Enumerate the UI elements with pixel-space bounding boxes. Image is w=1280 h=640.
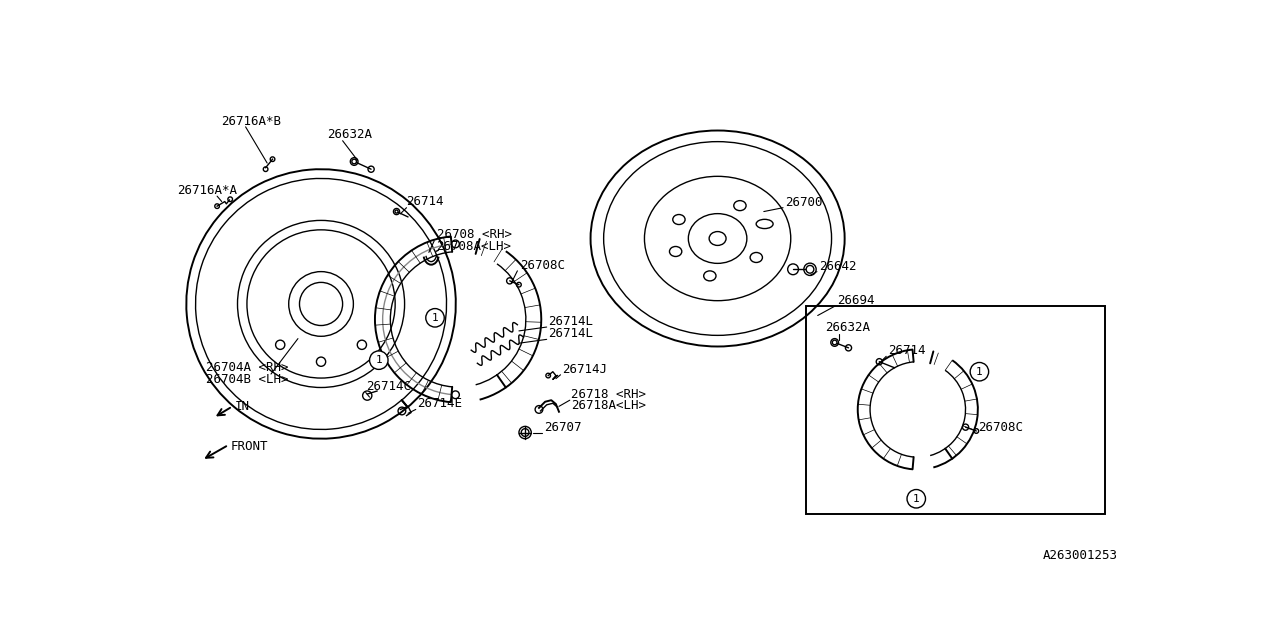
Text: 26714E: 26714E	[417, 397, 462, 410]
Text: 26708C: 26708C	[520, 259, 564, 272]
Text: 26632A: 26632A	[328, 128, 372, 141]
Text: 26694: 26694	[837, 294, 874, 307]
Text: 1: 1	[977, 367, 983, 377]
Text: 1: 1	[431, 313, 438, 323]
Text: 26714C: 26714C	[366, 380, 411, 393]
Text: 1: 1	[913, 494, 919, 504]
Text: 26714: 26714	[407, 195, 444, 208]
Circle shape	[908, 490, 925, 508]
Text: A263001253: A263001253	[1043, 549, 1117, 563]
Circle shape	[426, 308, 444, 327]
Text: 26716A*A: 26716A*A	[177, 184, 237, 197]
Text: 26708C: 26708C	[978, 420, 1023, 434]
Text: 26718A<LH>: 26718A<LH>	[571, 399, 646, 412]
Text: 26707: 26707	[544, 421, 582, 435]
Text: 26632A: 26632A	[826, 321, 870, 334]
Text: 26714L: 26714L	[548, 315, 593, 328]
Text: 26700: 26700	[786, 196, 823, 209]
Bar	[806, 307, 1105, 514]
Text: 26704B <LH>: 26704B <LH>	[206, 373, 288, 386]
Circle shape	[370, 351, 388, 369]
Text: 1: 1	[375, 355, 383, 365]
Text: 26718 <RH>: 26718 <RH>	[571, 388, 646, 401]
Circle shape	[970, 362, 988, 381]
Text: 26714L: 26714L	[548, 328, 593, 340]
Text: IN: IN	[234, 400, 250, 413]
Text: 26708 <RH>: 26708 <RH>	[436, 228, 512, 241]
Circle shape	[396, 210, 398, 213]
Text: 26714J: 26714J	[562, 363, 607, 376]
Circle shape	[832, 340, 837, 345]
Text: 26716A*B: 26716A*B	[221, 115, 280, 128]
Circle shape	[352, 159, 356, 164]
Text: FRONT: FRONT	[230, 440, 269, 453]
Text: 26642: 26642	[819, 260, 856, 273]
Circle shape	[806, 266, 814, 273]
Text: 26714: 26714	[888, 344, 925, 357]
Text: 26708A<LH>: 26708A<LH>	[436, 240, 512, 253]
Text: 26704A <RH>: 26704A <RH>	[206, 362, 288, 374]
